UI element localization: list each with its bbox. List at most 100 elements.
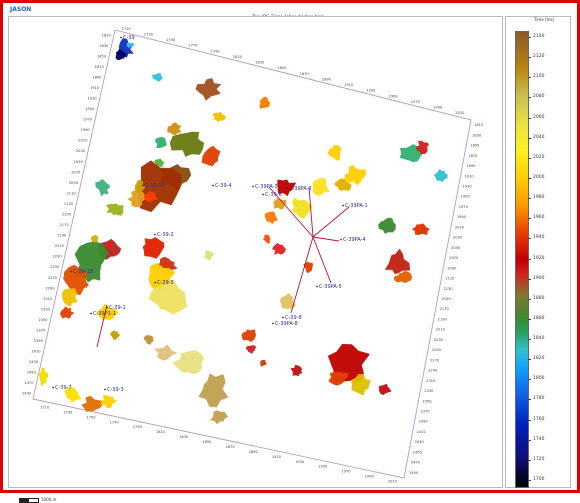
grid-label-left: 1990 (81, 128, 91, 132)
grid-label-bottom: 1850 (202, 440, 212, 444)
grid-label-bottom: 1830 (179, 435, 189, 439)
grid-label-left: 2250 (50, 265, 60, 269)
grid-label-left: 2410 (31, 350, 41, 354)
grid-label-bottom: 1970 (341, 470, 351, 474)
well-marker[interactable] (90, 312, 92, 315)
grid-label-left: 2310 (43, 297, 53, 301)
grid-label-right: 1910 (464, 174, 474, 178)
well-marker[interactable] (342, 204, 344, 207)
geobody (143, 335, 154, 345)
well-label-c-39[interactable]: C-39 (123, 35, 135, 41)
well-marker[interactable] (104, 388, 106, 391)
grid-label-left: 2450 (27, 371, 37, 375)
geobody (167, 122, 182, 136)
map-canvas[interactable]: 1710 1730 1750 1770 1790 1810 1830 1850 1870 1890… (9, 17, 502, 487)
grid-label-left: 2110 (67, 191, 77, 195)
grid-label-right: 2190 (438, 317, 448, 321)
geobody (148, 279, 188, 315)
well-marker[interactable] (252, 185, 254, 188)
well-marker[interactable] (272, 322, 274, 325)
well-label-c-39pa-1[interactable]: C-39PA-1 (345, 203, 368, 209)
well-marker[interactable] (142, 184, 144, 187)
well-marker[interactable] (106, 306, 108, 309)
well-label-c-39pa-5[interactable]: C-39PA-5 (319, 284, 342, 290)
grid-label-right: 2390 (419, 420, 429, 424)
geobody (210, 410, 229, 425)
well-marker[interactable] (52, 386, 54, 389)
well-label-c-39-4[interactable]: C-39-4 (215, 183, 232, 189)
geobody (105, 203, 124, 216)
well-label-c-39pa-8[interactable]: C-39PA-8 (275, 321, 298, 327)
well-label-c-39-13[interactable]: C-39-13 (73, 269, 93, 275)
grid-label-top: 1950 (389, 94, 399, 98)
well-label-c-39-3[interactable]: C-39-3 (107, 387, 124, 393)
grid-label-bottom: 2010 (388, 480, 398, 484)
well-marker[interactable] (262, 193, 264, 196)
colorbar-tick (528, 419, 531, 421)
grid-label-bottom: 1990 (365, 475, 375, 479)
well-marker[interactable] (316, 285, 318, 288)
grid-label-right: 2330 (424, 389, 434, 393)
grid-label-right: 2310 (426, 379, 436, 383)
grid-label-top: 1990 (433, 106, 443, 110)
grid-label-top: 1770 (188, 44, 198, 48)
grid-label-right: 2150 (442, 297, 452, 301)
colorbar-tick (528, 218, 531, 220)
well-marker[interactable] (340, 238, 342, 241)
legend-title: Time [ms] (534, 17, 555, 22)
geobody (328, 371, 349, 386)
well-path (312, 236, 340, 242)
colorbar-label: 2040 (533, 134, 545, 140)
well-label-c-39-7[interactable]: C-39-7 (55, 385, 72, 391)
grid-label-left: 1930 (88, 97, 98, 101)
grid-label-left: 2050 (74, 160, 84, 164)
colorbar-tick (528, 359, 531, 361)
well-marker[interactable] (212, 184, 214, 187)
grid-label-right: 1890 (466, 164, 476, 168)
well-marker[interactable] (154, 281, 156, 284)
grid-label-right: 1950 (461, 195, 471, 199)
grid-label-left: 2370 (36, 328, 46, 332)
geobody (411, 223, 430, 235)
scale-label: 1000 m (41, 497, 57, 502)
geobody (151, 73, 163, 82)
well-marker[interactable] (70, 270, 72, 273)
colorbar-tick (528, 157, 531, 159)
geobody (378, 217, 396, 234)
grid-label-bottom: 1790 (133, 425, 143, 429)
map-panel[interactable]: 1710 1730 1750 1770 1790 1810 1830 1850 1870 1890… (8, 16, 503, 503)
colorbar-tick (528, 137, 531, 139)
grid-label-bottom: 1930 (295, 460, 305, 464)
well-marker[interactable] (282, 316, 284, 319)
colorbar-tick (528, 459, 531, 461)
colorbar-label: 1800 (533, 376, 545, 382)
colorbar-tick (528, 238, 531, 240)
geobody (416, 140, 430, 155)
well-marker[interactable] (120, 36, 122, 39)
well-label-c-39-1[interactable]: C-39-1 (109, 305, 126, 311)
geobody (60, 306, 75, 319)
well-label-c-39-6[interactable]: C-39-6 (265, 192, 282, 198)
well-label-c-39pa-4[interactable]: C-39PA-4 (343, 237, 366, 243)
grid-label-left: 2170 (60, 223, 70, 227)
well-marker[interactable] (286, 187, 288, 190)
well-label-c-39pa-3[interactable]: C-39PA-3 (255, 184, 278, 190)
colorbar-label: 1760 (533, 416, 545, 422)
colorbar-label: 1900 (533, 275, 545, 281)
geobody (154, 158, 165, 167)
well-label-c-39-2[interactable]: C-39-2 (157, 232, 174, 238)
well-path (290, 236, 314, 314)
grid-label-top: 1930 (366, 89, 376, 93)
geobody (100, 395, 117, 408)
well-label-c-39-5[interactable]: C-39-5 (157, 280, 174, 286)
well-marker[interactable] (154, 233, 156, 236)
well-label-c-39-8[interactable]: C-39-8 (285, 315, 302, 321)
colorbar (515, 31, 529, 488)
well-label-c-39p1-1[interactable]: C-39P1-1 (93, 311, 116, 317)
well-label-c-39pa-2[interactable]: C-39PA-2 (289, 186, 312, 192)
well-label-c-39-10[interactable]: C-39-10 (145, 183, 165, 189)
grid-label-left: 2230 (52, 255, 62, 259)
colorbar-tick (528, 117, 531, 119)
app-title: JASON (10, 6, 32, 13)
grid-label-left: 1850 (97, 54, 107, 58)
